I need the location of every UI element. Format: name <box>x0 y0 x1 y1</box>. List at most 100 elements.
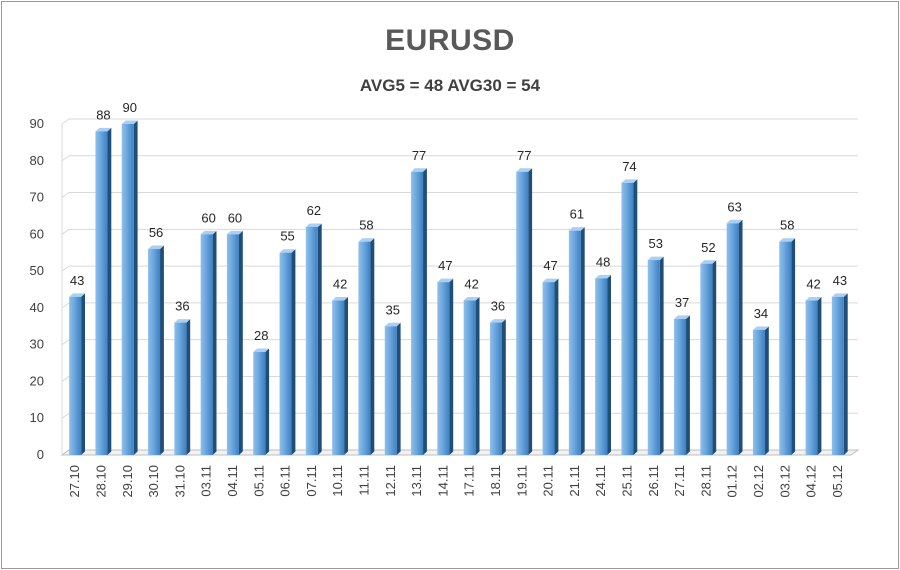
bar-side <box>475 297 480 455</box>
bar-front <box>463 300 476 455</box>
category-label: 24.11 <box>593 465 608 497</box>
category-label: 12.11 <box>383 465 398 497</box>
category-label: 03.12 <box>777 465 792 498</box>
bar-side <box>107 127 112 455</box>
bar <box>752 326 769 455</box>
category-label: 14.11 <box>435 465 450 497</box>
gridline-diagonal <box>61 192 70 198</box>
bar-top <box>95 127 112 132</box>
category-label: 05.11 <box>251 465 266 497</box>
y-tick-label: 90 <box>30 116 44 131</box>
bar <box>332 297 348 455</box>
bar-top <box>279 249 296 253</box>
y-tick-label: 20 <box>30 373 44 388</box>
bar-side <box>396 322 401 455</box>
bar <box>831 293 848 455</box>
bar-front <box>726 223 739 455</box>
bar <box>69 293 85 455</box>
gridline-diagonal <box>61 302 70 309</box>
category-label: 03.11 <box>199 465 214 497</box>
data-label: 47 <box>438 258 452 273</box>
gridline-diagonal <box>61 265 70 272</box>
category-label: 26.11 <box>646 465 661 497</box>
bar-side <box>554 278 559 455</box>
bar-top <box>489 319 506 323</box>
bar-front <box>489 322 502 455</box>
bar-front <box>384 326 397 455</box>
bar-front <box>516 171 529 456</box>
bar-top <box>332 297 348 301</box>
data-label: 90 <box>123 100 137 115</box>
bar-top <box>700 260 717 264</box>
bar-front <box>621 182 634 455</box>
data-label: 60 <box>201 210 215 225</box>
data-label: 36 <box>175 299 189 314</box>
bar <box>437 278 454 455</box>
data-label: 63 <box>727 199 741 214</box>
bar-top <box>595 274 611 279</box>
y-tick-label: 50 <box>30 263 44 278</box>
bar-top <box>831 293 848 297</box>
bar-side <box>817 297 822 455</box>
bar-side <box>791 238 796 455</box>
y-tick-label: 80 <box>30 153 44 168</box>
bar-side <box>186 319 191 455</box>
bar-side <box>370 238 375 455</box>
bar-top <box>463 297 480 301</box>
bar-side <box>580 227 585 455</box>
bar-side <box>528 168 533 456</box>
category-label: 30.10 <box>146 465 161 498</box>
bar-side <box>659 256 664 455</box>
category-label: 27.11 <box>672 465 687 497</box>
bar <box>279 249 296 455</box>
bar-side <box>501 319 506 455</box>
data-label: 48 <box>596 254 610 269</box>
y-tick-label: 70 <box>30 190 44 205</box>
bar <box>174 319 191 455</box>
bar <box>621 179 638 455</box>
data-label: 77 <box>412 148 426 163</box>
bar-front <box>305 226 318 455</box>
bar <box>726 219 743 455</box>
category-label: 07.11 <box>304 465 319 497</box>
bar <box>226 230 243 455</box>
bar <box>411 168 427 456</box>
bar-side <box>344 297 348 455</box>
bar-top <box>174 319 191 323</box>
bar-side <box>607 274 611 455</box>
data-label: 34 <box>754 306 768 321</box>
chart-title: EURUSD <box>385 24 515 57</box>
bar-side <box>738 219 743 455</box>
category-label: 01.12 <box>725 465 740 498</box>
data-label: 43 <box>70 273 84 288</box>
category-label: 02.12 <box>751 465 766 498</box>
data-label: 56 <box>149 225 163 240</box>
category-label: 27.10 <box>67 465 82 498</box>
data-label: 47 <box>543 258 557 273</box>
gridline-diagonal <box>61 376 70 382</box>
bar-front <box>674 318 687 455</box>
bar <box>384 322 401 455</box>
bar-top <box>542 278 559 283</box>
data-label: 62 <box>307 203 321 218</box>
gridline-diagonal <box>61 412 70 419</box>
bar-front <box>805 300 818 455</box>
bar-top <box>200 230 217 235</box>
bar <box>95 127 112 455</box>
bar <box>674 315 690 455</box>
data-label: 55 <box>280 229 294 244</box>
data-label: 74 <box>622 159 636 174</box>
bar <box>647 256 664 455</box>
gridline-diagonal <box>61 155 70 162</box>
bar-top <box>621 179 638 183</box>
y-tick-label: 10 <box>30 410 44 425</box>
bar-front <box>647 260 660 455</box>
data-label: 88 <box>96 107 110 122</box>
data-label: 52 <box>701 240 715 255</box>
bar-front <box>700 263 713 455</box>
chart-subtitle: AVG5 = 48 AVG30 = 54 <box>359 76 541 95</box>
data-label: 35 <box>386 302 400 317</box>
bar <box>148 245 164 455</box>
bar-front <box>279 252 292 455</box>
